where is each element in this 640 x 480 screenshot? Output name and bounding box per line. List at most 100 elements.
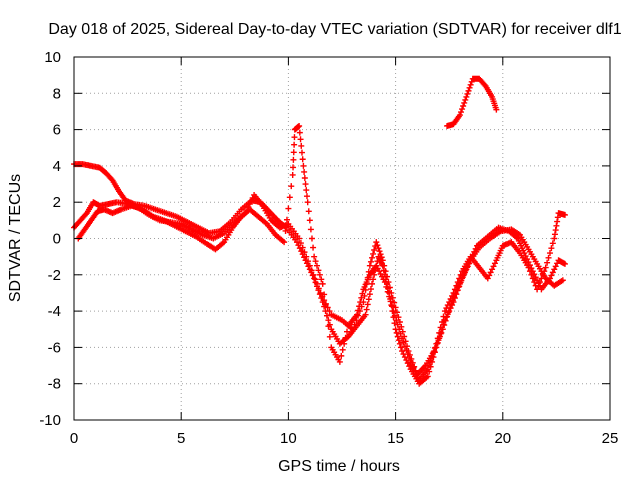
data-point-marker [326, 333, 333, 340]
data-point-marker [326, 308, 333, 315]
data-point-marker [377, 251, 384, 258]
data-point-marker [341, 340, 348, 347]
data-point-marker [308, 267, 315, 274]
data-point-marker [313, 280, 320, 287]
y-tick-label: -6 [48, 339, 61, 356]
data-point-marker [391, 299, 398, 306]
data-point-marker [296, 129, 303, 136]
axis-ticks: 0 5 10 15 20 25 -10 -8 -6 -4 -2 0 2 4 6 8 10 [39, 49, 618, 447]
data-point-marker [440, 313, 447, 320]
data-point-marker [544, 259, 551, 266]
data-point-marker [553, 222, 560, 229]
data-point-marker [465, 87, 472, 94]
data-point-marker [395, 337, 402, 344]
y-axis-label: SDTVAR / TECUs [7, 174, 24, 302]
data-point-marker [376, 248, 383, 255]
data-point-marker [403, 347, 410, 354]
data-point-marker [322, 302, 329, 309]
data-point-marker [363, 306, 370, 313]
data-point-marker [379, 257, 386, 264]
data-point-marker [281, 239, 288, 246]
data-point-marker [355, 307, 362, 314]
data-point-marker [381, 262, 388, 269]
data-point-marker [467, 81, 474, 88]
data-point-marker [310, 244, 317, 251]
data-point-marker [297, 136, 304, 143]
data-point-marker [443, 305, 450, 312]
data-point-marker [396, 340, 403, 347]
data-point-marker [456, 112, 463, 119]
data-point-marker [387, 298, 394, 305]
data-point-marker [493, 106, 500, 113]
data-point-marker [286, 194, 293, 201]
data-point-marker [384, 273, 391, 280]
data-point-marker [388, 289, 395, 296]
data-point-marker [315, 285, 322, 292]
data-point-marker [459, 106, 466, 113]
data-point-marker [359, 290, 366, 297]
data-point-marker [429, 353, 436, 360]
data-point-marker [457, 271, 464, 278]
data-point-marker [486, 272, 493, 279]
data-point-marker [349, 326, 356, 333]
data-point-marker [381, 279, 388, 286]
data-point-marker [404, 360, 411, 367]
data-point-marker [431, 345, 438, 352]
data-point-marker [383, 283, 390, 290]
data-point-marker [290, 149, 297, 156]
data-point-marker [445, 309, 452, 316]
data-point-marker [308, 235, 315, 242]
y-tick-label: -2 [48, 267, 61, 284]
data-point-marker [339, 346, 346, 353]
data-point-marker [449, 292, 456, 299]
y-tick-label: -8 [48, 376, 61, 393]
data-point-marker [407, 358, 414, 365]
data-point-marker [300, 162, 307, 169]
data-point-marker [351, 321, 358, 328]
data-point-marker [394, 321, 401, 328]
x-tick-label: 5 [177, 430, 185, 447]
data-point-marker [442, 317, 449, 324]
data-point-marker [389, 294, 396, 301]
data-point-marker [382, 268, 389, 275]
y-tick-label: 10 [44, 49, 61, 66]
data-point-marker [441, 322, 448, 329]
data-point-marker [551, 235, 558, 242]
data-point-marker [321, 297, 328, 304]
data-point-marker [399, 348, 406, 355]
data-point-marker [559, 277, 566, 284]
grid-lines [74, 57, 610, 420]
data-point-marker [524, 256, 531, 263]
data-point-marker [426, 361, 433, 368]
data-point-marker [561, 260, 568, 267]
data-point-marker [306, 217, 313, 224]
data-point-marker [316, 271, 323, 278]
data-point-marker [290, 156, 297, 163]
data-point-marker [315, 267, 322, 274]
data-point-marker [463, 93, 470, 100]
data-point-marker [391, 320, 398, 327]
data-point-marker [468, 78, 475, 85]
data-point-marker [457, 109, 464, 116]
data-point-marker [336, 358, 343, 365]
data-point-marker [296, 122, 303, 129]
data-point-marker [542, 264, 549, 271]
data-point-marker [395, 314, 402, 321]
data-point-marker [549, 269, 556, 276]
data-point-marker [342, 334, 349, 341]
data-point-marker [554, 214, 561, 221]
data-point-marker [338, 352, 345, 359]
data-point-marker [471, 248, 478, 255]
y-tick-label: 0 [53, 231, 61, 248]
data-point-marker [293, 239, 300, 246]
data-point-marker [289, 171, 296, 178]
data-point-marker [472, 245, 479, 252]
data-point-marker [406, 363, 413, 370]
data-point-marker [538, 275, 545, 282]
data-point-marker [552, 227, 559, 234]
data-point-marker [491, 260, 498, 267]
data-point-marker [490, 263, 497, 270]
data-point-marker [364, 301, 371, 308]
data-point-marker [541, 268, 548, 275]
data-point-marker [466, 84, 473, 91]
